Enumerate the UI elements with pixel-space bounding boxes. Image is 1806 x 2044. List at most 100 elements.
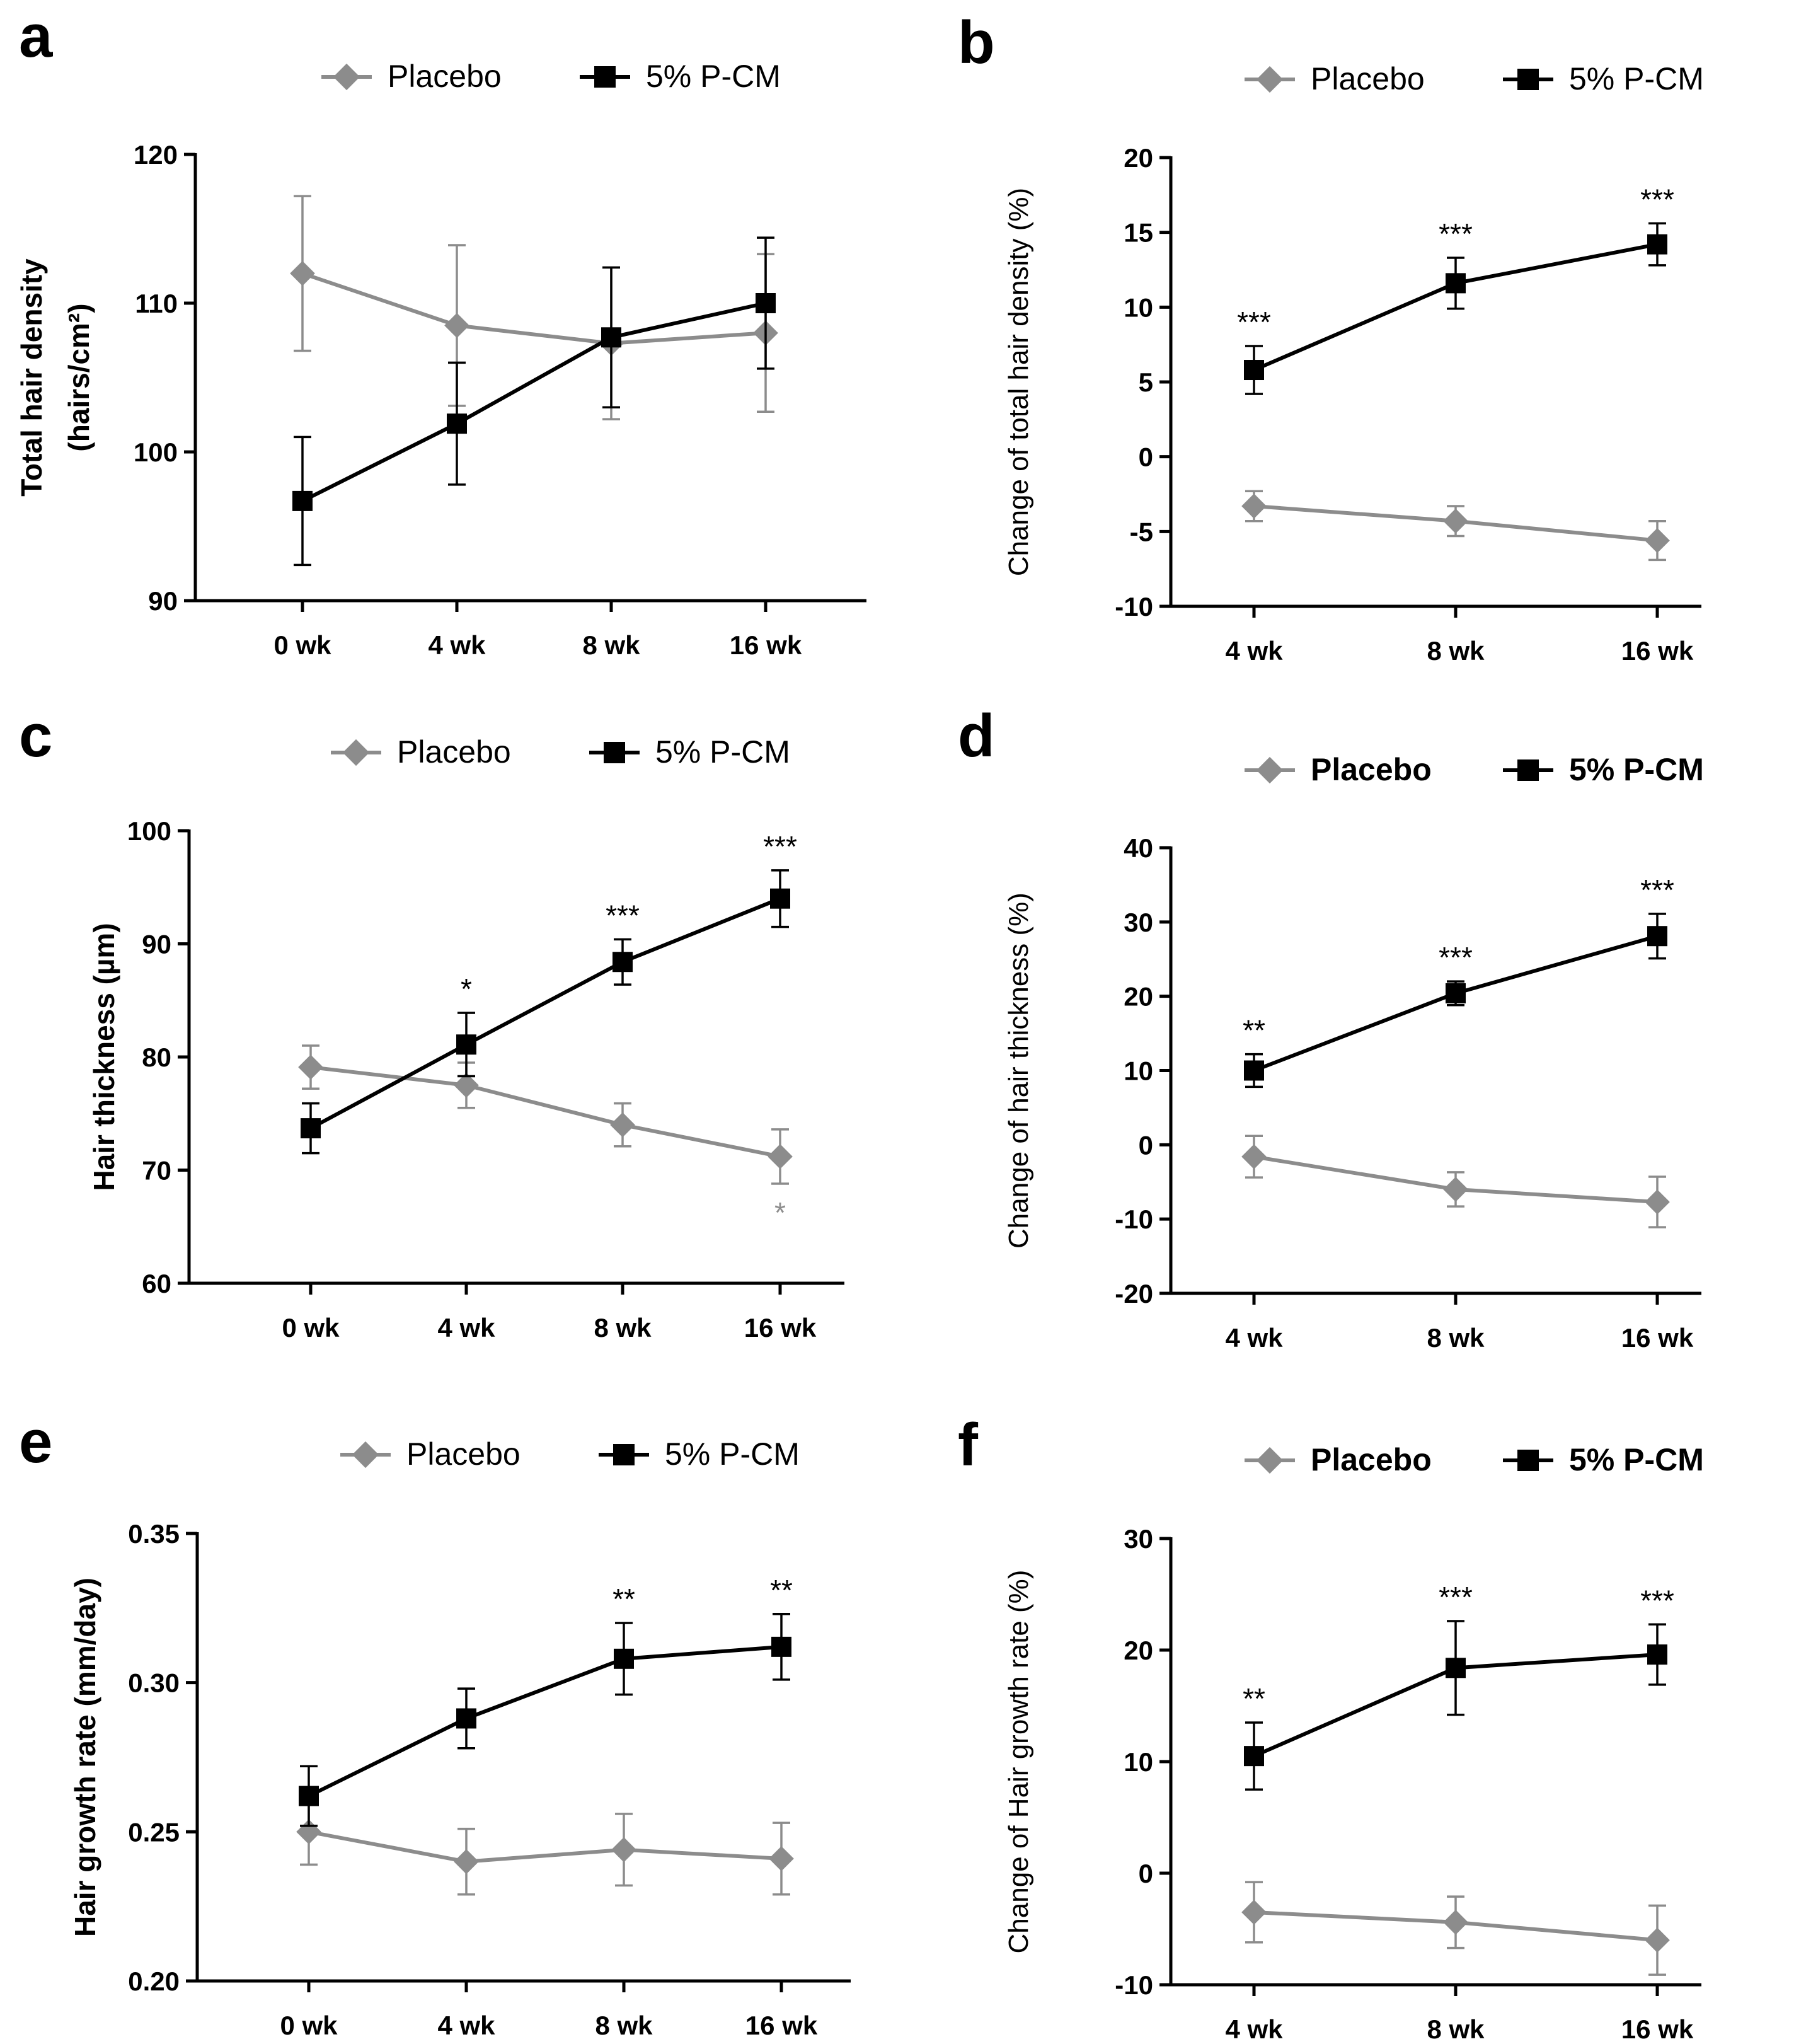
significance-label: *** [1640,183,1674,216]
y-tick-label: 120 [134,140,178,170]
x-tick-label: 8 wk [582,630,640,660]
y-tick-label: 5 [1139,367,1153,397]
x-tick-label: 4 wk [1225,1323,1283,1353]
data-point [456,1034,476,1055]
legend-marker-0 [1256,1446,1284,1474]
y-tick-label: 0 [1139,1859,1153,1888]
y-axis-label: Change of Hair growth rate (%) [1003,1570,1034,1954]
series-0: * [298,1044,793,1229]
data-point [292,490,313,511]
y-tick-label: 100 [127,816,171,846]
series-line [308,1830,782,1864]
data-point [301,1118,321,1139]
data-point [1647,234,1667,255]
panel-letter: e [19,1408,52,1475]
x-tick-label: 16 wk [1621,1323,1694,1353]
y-tick-label: 0.25 [128,1817,180,1847]
y-tick-label: 15 [1124,218,1153,248]
data-point [1645,1927,1670,1953]
y-axis-label: Hair growth rate (mm/day) [69,1578,101,1937]
data-point [614,1648,634,1669]
legend-marker-1 [613,1444,635,1465]
series-0 [1241,1881,1670,1976]
significance-label: * [461,973,472,1005]
x-tick-label: 0 wk [273,630,331,660]
x-tick-label: 4 wk [1225,2014,1283,2044]
significance-label: * [774,1196,786,1229]
chart-panel-b: b Placebo 5% P-CM -10 -5 0 5 10 15 20 4 wk 8 wk 16 w… [958,9,1704,666]
y-tick-label: 20 [1124,143,1153,173]
legend: Placebo 5% P-CM [321,59,781,94]
x-tick-label: 8 wk [1427,636,1485,666]
y-tick-label: 70 [142,1156,171,1186]
x-tick-label: 16 wk [730,630,802,660]
x-tick-label: 8 wk [1427,2014,1485,2044]
significance-label: *** [1439,1581,1473,1614]
panel-letter: d [958,702,995,770]
panel-letter: b [958,9,995,76]
legend-entry-0: Placebo [388,59,502,94]
series-line [310,1065,781,1158]
significance-label: ** [770,1574,793,1607]
significance-label: *** [1640,1584,1674,1617]
legend-marker-0 [1256,756,1284,784]
y-tick-label: 10 [1124,292,1153,322]
legend-marker-0 [352,1441,379,1469]
legend: Placebo 5% P-CM [1245,61,1704,96]
y-tick-label: 10 [1124,1747,1153,1777]
legend-marker-0 [342,739,370,766]
panel-letter: a [19,3,53,70]
y-tick-label: 20 [1124,1636,1153,1665]
series-line [309,896,781,1130]
data-point [601,327,621,348]
legend-marker-1 [1517,1450,1539,1471]
legend: Placebo 5% P-CM [1245,752,1704,787]
significance-label: ** [1243,1014,1265,1047]
y-tick-label: -10 [1115,592,1153,621]
legend-entry-0: Placebo [1311,61,1425,96]
legend-entry-0: Placebo [1311,752,1432,787]
y-tick-label: 0 [1139,442,1153,472]
y-axis-label: Change of hair thickness (%) [1003,892,1034,1249]
panel-letter: f [958,1411,979,1479]
series-line [308,1644,782,1798]
series-1: ******** [1243,874,1674,1088]
data-point [1647,926,1667,947]
data-point [771,1636,791,1657]
y-tick-label: 40 [1124,833,1153,863]
data-point [454,1073,479,1098]
x-tick-label: 16 wk [1621,636,1694,666]
significance-label: *** [1439,941,1473,974]
x-tick-label: 16 wk [744,1313,817,1342]
series-0 [296,1798,794,1896]
y-tick-label: 30 [1124,1524,1153,1554]
series-line [301,301,766,503]
significance-label: ** [613,1583,635,1615]
significance-label: ** [1243,1682,1265,1715]
x-tick-label: 4 wk [437,1313,495,1342]
x-tick-label: 0 wk [282,1313,340,1342]
data-point [447,413,467,434]
data-point [1647,1644,1667,1665]
y-tick-label: -20 [1115,1279,1153,1308]
y-tick-label: -10 [1115,1970,1153,2000]
legend-entry-1: 5% P-CM [1569,61,1704,96]
data-point [290,260,315,286]
series-0 [1241,490,1670,562]
legend-marker-1 [1517,69,1539,90]
legend-entry-1: 5% P-CM [1569,752,1704,787]
data-point [756,293,776,313]
y-tick-label: 20 [1124,982,1153,1012]
legend-marker-1 [604,742,625,763]
legend-marker-0 [333,63,360,91]
y-tick-label: 0.35 [128,1519,180,1549]
data-point [1645,1189,1670,1215]
y-tick-label: 100 [134,437,178,467]
data-point [1443,1910,1468,1935]
legend: Placebo 5% P-CM [340,1436,800,1472]
chart-panel-e: e Placebo 5% P-CM 0.20 0.25 0.30 0.35 0 wk 4 wk 8… [19,1408,851,2040]
y-tick-label: 90 [142,930,171,959]
y-tick-label: 0.30 [128,1668,180,1698]
legend-marker-0 [1256,66,1284,93]
series-0 [290,195,778,420]
